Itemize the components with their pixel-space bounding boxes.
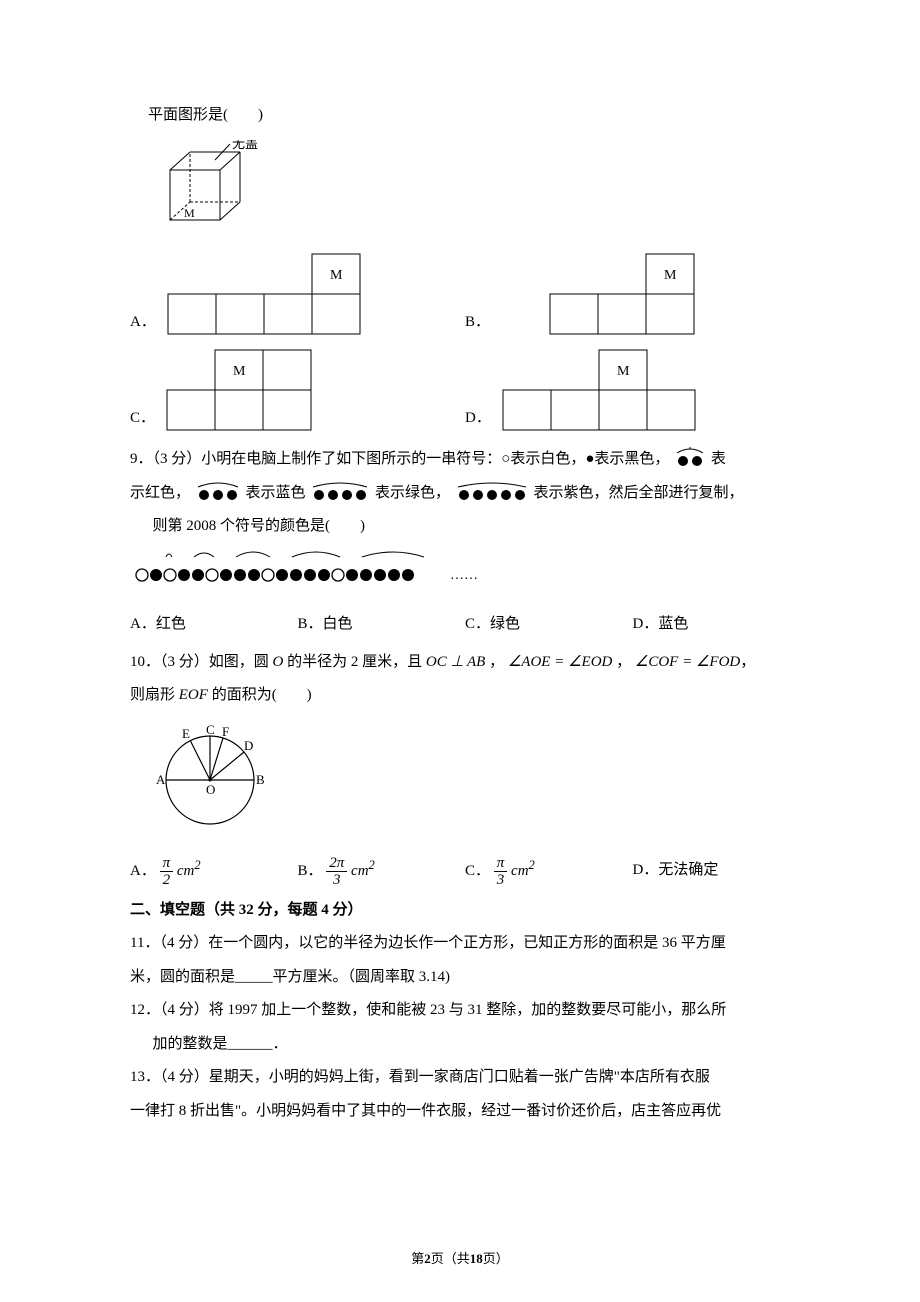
q8-net-d: M [497, 348, 717, 434]
q9-opt-c: C．绿色 [465, 609, 633, 641]
q10-opt-b: B． 2π3 cm2 [298, 852, 466, 889]
svg-text:M: M [233, 364, 246, 379]
svg-text:O: O [206, 782, 215, 797]
q8-net-a: M [162, 252, 362, 338]
q9-options: A．红色 B．白色 C．绿色 D．蓝色 [130, 609, 800, 641]
cube-m: M [184, 206, 195, 220]
q9-opt-a: A．红色 [130, 609, 298, 641]
q8-opt-d-label: D． [465, 403, 491, 435]
q11-b: 米，圆的面积是_____平方厘米。（圆周率取 3.14) [130, 962, 800, 994]
svg-text:M: M [664, 268, 677, 283]
q8-row-ab: A． M B． M [130, 252, 800, 338]
svg-text:B: B [256, 772, 265, 787]
q8-row-cd: C． M D． M [130, 348, 800, 434]
svg-text:M: M [617, 364, 630, 379]
svg-text:A: A [156, 772, 166, 787]
svg-text:C: C [206, 722, 215, 737]
q10-opt-c: C． π3 cm2 [465, 852, 633, 889]
q9-stem-f: 表示紫色，然后全部进行复制， [534, 485, 744, 501]
q9-stem-a: 9．（3 分）小明在电脑上制作了如下图所示的一串符号：○表示白色，●表示黑色， [130, 451, 669, 467]
q8-stem: 平面图形是( ) [130, 100, 800, 132]
q8-net-c: M [161, 348, 361, 434]
q10-options: A． π2 cm2 B． 2π3 cm2 C． π3 cm2 D．无法确定 [130, 852, 800, 889]
cube-svg: 无盖 M [160, 140, 280, 230]
q9-sequence: …… [130, 549, 800, 604]
q9-brace4 [309, 481, 371, 501]
page-footer: 第2页（共18页） [0, 1245, 920, 1272]
q9-opt-b: B．白色 [298, 609, 466, 641]
q8-net-b: M [496, 252, 696, 338]
q8-opt-b-label: B． [465, 307, 490, 339]
svg-text:M: M [330, 268, 343, 283]
q8-opt-a-label: A． [130, 307, 156, 339]
svg-text:……: …… [450, 568, 478, 583]
svg-text:F: F [222, 724, 229, 739]
q11-a: 11．（4 分）在一个圆内，以它的半径为边长作一个正方形，已知正方形的面积是 3… [130, 928, 800, 960]
svg-text:E: E [182, 726, 190, 741]
q12-b: 加的整数是______． [130, 1029, 800, 1061]
q10-line1: 10．（3 分）如图，圆 O 的半径为 2 厘米，且 OC ⊥ AB ， ∠AO… [130, 647, 800, 679]
q9-brace3 [194, 481, 242, 501]
q10-opt-d: D．无法确定 [633, 855, 801, 887]
q9-opt-d: D．蓝色 [633, 609, 801, 641]
q9-brace5 [454, 481, 530, 501]
q9-brace2 [673, 447, 707, 467]
q13-a: 13．（4 分）星期天，小明的妈妈上街，看到一家商店门口贴着一张广告牌"本店所有… [130, 1062, 800, 1094]
q10-opt-a: A． π2 cm2 [130, 852, 298, 889]
section2-heading: 二、填空题（共 32 分，每题 4 分） [130, 895, 800, 927]
q9-stem-e: 表示绿色， [375, 485, 450, 501]
q9-stem-c: 示红色， [130, 485, 190, 501]
q12-a: 12．（4 分）将 1997 加上一个整数，使和能被 23 与 31 整除，加的… [130, 995, 800, 1027]
q8-cube: 无盖 M [160, 140, 800, 243]
q9-stem-b: 表 [711, 451, 726, 467]
svg-text:D: D [244, 738, 253, 753]
q8-opt-c-label: C． [130, 403, 155, 435]
q10-diagram: A B C D E F O [148, 722, 800, 845]
q13-b: 一律打 8 折出售"。小明妈妈看中了其中的一件衣服，经过一番讨价还价后，店主答应… [130, 1096, 800, 1128]
q10-line2: 则扇形 EOF 的面积为( ) [130, 680, 800, 712]
q9-stem-d: 表示蓝色 [246, 485, 306, 501]
cube-lid-label: 无盖 [232, 140, 258, 151]
q9-line2: 示红色， 表示蓝色 表示绿色， 表示紫色，然后全部进行复制， [130, 478, 800, 510]
q9-line3: 则第 2008 个符号的颜色是( ) [130, 511, 800, 543]
q9-line1: 9．（3 分）小明在电脑上制作了如下图所示的一串符号：○表示白色，●表示黑色， … [130, 444, 800, 476]
